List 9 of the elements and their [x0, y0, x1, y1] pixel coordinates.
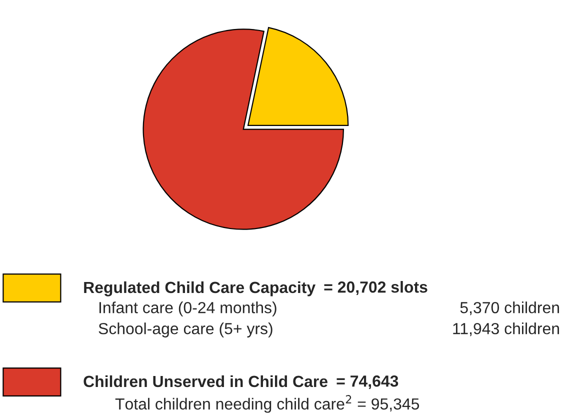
data-label: = 20,702 slots	[324, 281, 428, 296]
text: 5,370 children	[460, 302, 559, 316]
legend-label: Regulated Child Care Capacity	[84, 281, 316, 296]
text: School-age care (5+ yrs)	[98, 322, 272, 338]
text: Total children needing child care$^{2}$ = 95,345	[115, 395, 420, 413]
text: Infant care (0-24 months)	[99, 302, 276, 316]
text: 11,943 children	[453, 322, 559, 336]
data-label: = 74,643	[336, 375, 398, 390]
legend-label: Children Unserved in Child Care	[84, 375, 328, 388]
